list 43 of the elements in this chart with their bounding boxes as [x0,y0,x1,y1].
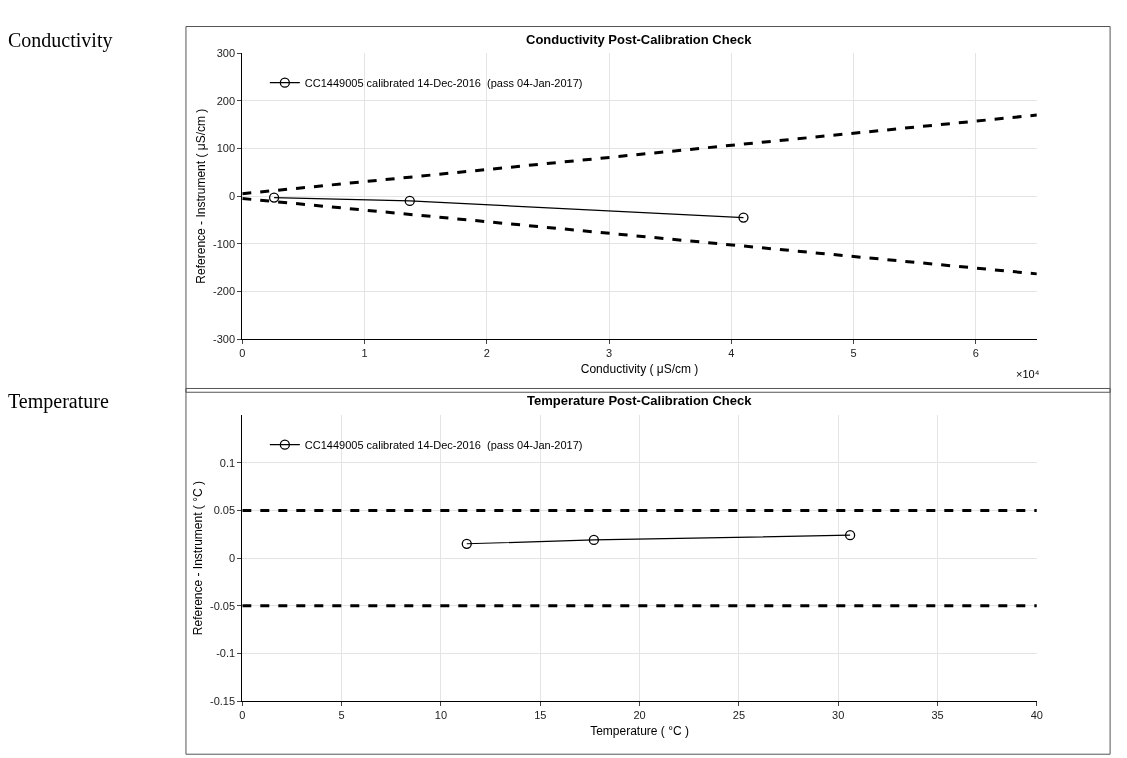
y-tick-label: -0.05 [210,599,236,612]
y-tick-label: 0.1 [219,456,236,469]
y-tick-label: -0.15 [210,695,236,708]
x-axis-title: Conductivity ( μS/cm ) [580,362,699,377]
y-tick-label: 0 [228,189,236,202]
x-tick-label: 10 [434,709,448,722]
x-tick-label: 35 [931,709,944,722]
x-tick-label: 30 [832,709,845,722]
y-tick-label: 0 [228,551,236,564]
point [268,192,280,203]
chart-title: Conductivity Post-Calibration Check [526,32,753,47]
x-tick-label: 25 [732,709,746,722]
x-tick-label: 3 [605,347,613,360]
y-tick-label: 300 [216,46,236,59]
y-tick-label: -300 [213,333,236,346]
x-tick-label: 5 [850,347,857,360]
y-tick-label: -200 [213,285,236,298]
legend-label: CC1449005 calibrated 14-Dec-2016 (pass 04-Jan-2017) [304,77,583,90]
legend-label: CC1449005 calibrated 14-Dec-2016 (pass 04-Jan-2017) [304,438,583,451]
y-tick-label: -100 [213,237,236,250]
y-axis-title: Reference - Instrument ( μS/cm ) [194,108,209,284]
y-tick-label: 100 [216,142,236,155]
x-tick-label: 0 [239,709,246,722]
x-tick-label: 2 [483,347,490,360]
chart-title: Temperature Post-Calibration Check [527,393,753,408]
x-tick-label: 40 [1030,709,1043,722]
x-tick-label: 20 [633,709,646,722]
text: ×10⁴ [1016,368,1040,380]
x-tick-label: 6 [972,347,979,360]
x-tick-label: 1 [361,347,368,360]
text: Temperature [8,390,109,413]
text: Conductivity [8,29,113,52]
x-tick-label: 4 [728,347,735,360]
y-tick-label: 0.05 [213,504,236,517]
x-axis-title: Temperature ( °C ) [590,724,689,739]
point [738,212,749,223]
x-tick-label: 5 [338,709,345,722]
x-tick-label: 15 [534,709,547,722]
y-axis-title: Reference - Instrument ( °C ) [191,480,206,636]
x-tick-label: 0 [239,347,246,360]
y-tick-label: -0.1 [216,647,236,660]
y-tick-label: 200 [216,94,236,107]
point [404,195,415,207]
